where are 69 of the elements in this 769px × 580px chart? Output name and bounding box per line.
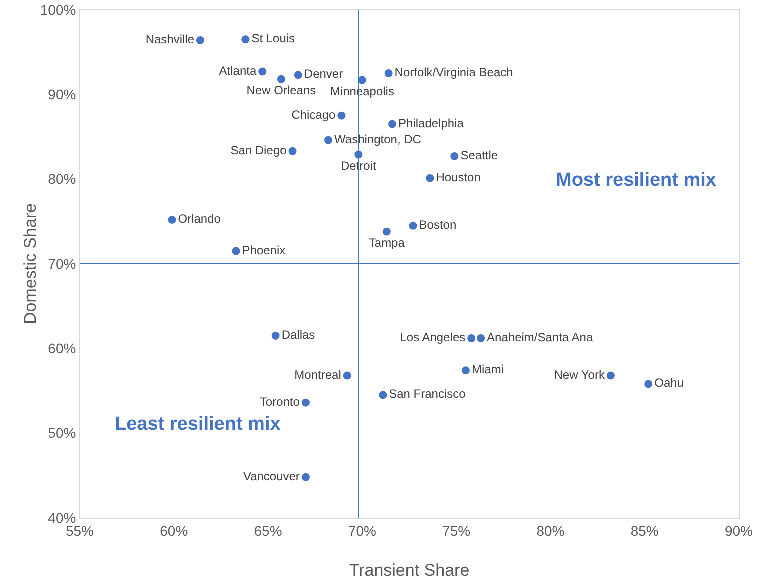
point (232, 247, 240, 256)
series-label: Denver (304, 67, 344, 82)
point (338, 112, 346, 120)
series-label: Anaheim/Santa Ana (487, 330, 594, 345)
point (302, 473, 310, 482)
series-label: New Orleans (246, 83, 316, 98)
series-label: Norfolk/Virginia Beach (394, 66, 514, 80)
point (302, 398, 310, 407)
series-label: Miami (472, 362, 504, 377)
series-label: Los Angeles (400, 330, 466, 345)
point (343, 372, 352, 380)
series-label: Chicago (292, 108, 336, 122)
series-label: San Diego (230, 143, 288, 158)
point (644, 380, 653, 388)
series-label: Oahu (654, 376, 684, 390)
y-tick-label: 60% (48, 340, 76, 357)
x-tick-label: 80% (536, 522, 565, 539)
point (388, 120, 397, 128)
y-axis-title: Domestic Share (21, 204, 40, 324)
point (324, 136, 333, 144)
series-label: Tampa (368, 236, 406, 250)
series-label: Atlanta (219, 64, 257, 78)
point (277, 75, 286, 84)
point (409, 222, 418, 230)
annotation: Most resilient mix (556, 170, 717, 191)
series-label: New York (554, 368, 606, 382)
series-label: Houston (436, 170, 481, 184)
point (196, 36, 204, 44)
point (606, 372, 615, 380)
point (288, 147, 297, 156)
y-tick-label: 70% (48, 256, 76, 272)
series-label: Montreal (294, 368, 342, 382)
y-tick-label: 80% (48, 171, 76, 188)
series-label: Toronto (260, 394, 300, 409)
annotation: Least resilient mix (115, 414, 282, 435)
y-tick-label: 100% (40, 2, 76, 18)
series-label: Orlando (178, 212, 222, 226)
point (242, 36, 250, 44)
series-label: Dallas (282, 328, 316, 342)
x-tick-label: 65% (254, 522, 282, 539)
point (258, 68, 267, 76)
point (168, 216, 176, 224)
point (450, 152, 459, 160)
series-label: Boston (419, 218, 457, 232)
series-label: St Louis (252, 32, 296, 46)
x-tick-label: 90% (724, 522, 754, 539)
point (379, 391, 388, 400)
point (426, 174, 434, 182)
point (272, 332, 280, 340)
point (382, 228, 391, 236)
point (468, 334, 476, 343)
x-axis-title: Transient Share (349, 561, 470, 580)
point (294, 71, 302, 80)
x-tick-label: 75% (442, 522, 471, 539)
x-tick-label: 60% (160, 522, 188, 539)
series-label: Seattle (460, 148, 498, 162)
point (358, 76, 366, 84)
series-label: Nashville (146, 32, 195, 46)
y-tick-label: 50% (48, 425, 76, 442)
y-tick-label: 90% (48, 86, 76, 103)
series-label: San Francisco (389, 387, 466, 402)
series-label: Philadelphia (398, 116, 464, 130)
point (384, 70, 393, 78)
x-tick-label: 85% (630, 522, 659, 539)
point (477, 334, 486, 343)
x-tick-label: 70% (348, 522, 376, 539)
point (462, 366, 470, 375)
series-label: Phoenix (242, 243, 286, 258)
series-label: Vancouver (243, 469, 300, 484)
